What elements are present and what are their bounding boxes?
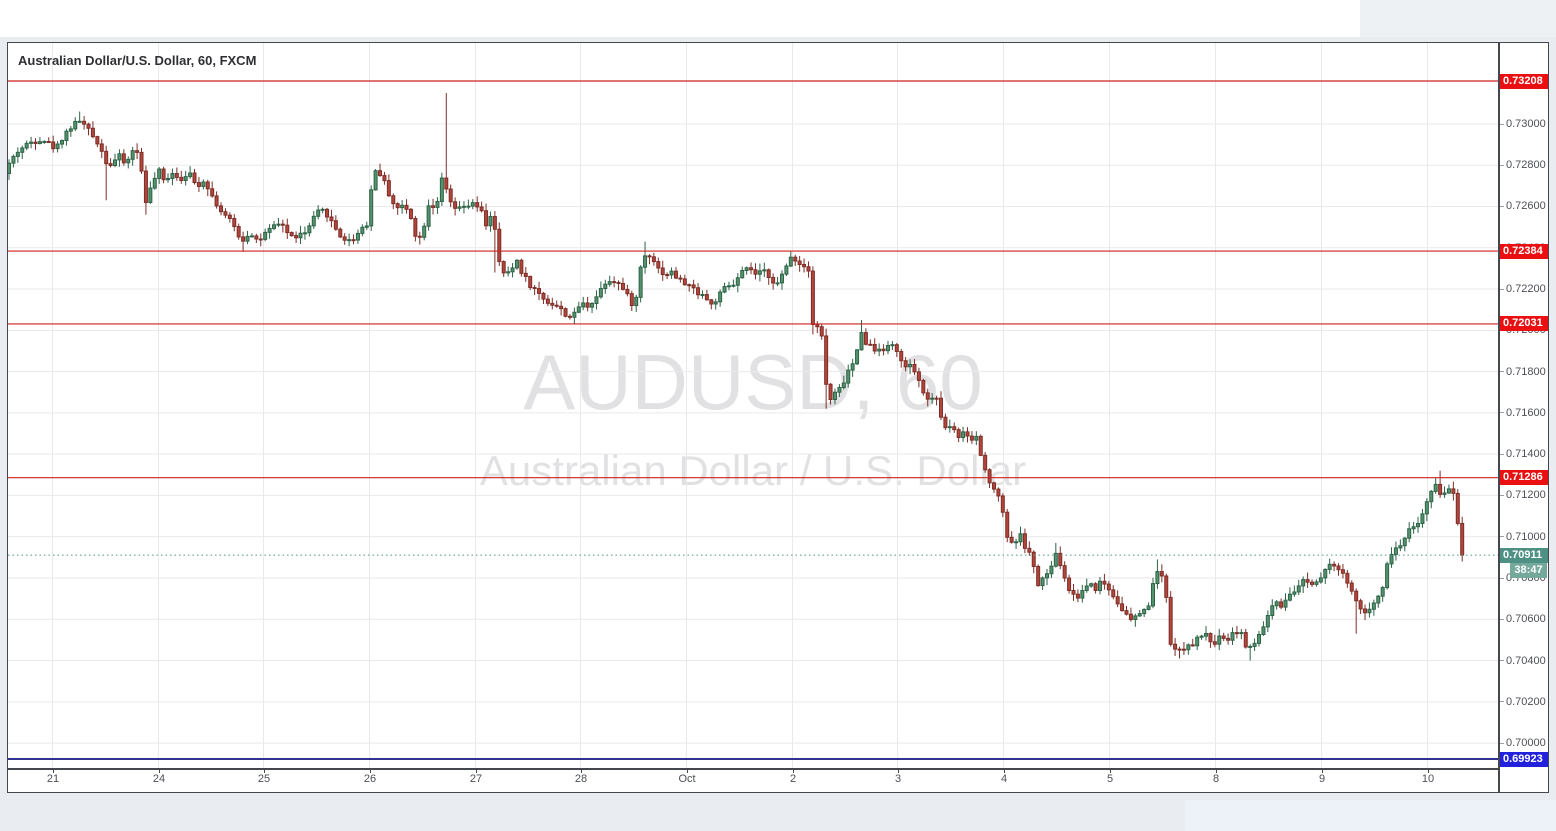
price-tick-label: 0.72600 (1500, 199, 1548, 213)
time-label: 25 (257, 773, 271, 785)
time-tick (53, 768, 54, 773)
time-label: 26 (363, 773, 377, 785)
price-tick-dash (1500, 123, 1504, 125)
price-tick-label: 0.70200 (1500, 695, 1548, 709)
time-axis[interactable]: 21 24 25 26 27 28 Oct 2 3 4 5 8 9 10 (8, 768, 1498, 790)
bottom-right-strip (1185, 800, 1556, 831)
price-tick-label: 0.71400 (1500, 447, 1548, 461)
chart-container[interactable]: AUDUSD, 60 Australian Dollar / U.S. Doll… (7, 42, 1549, 793)
price-tick-label: 0.72200 (1500, 282, 1548, 296)
price-tick-label: 0.70000 (1500, 736, 1548, 750)
watermark-symbol-name: Australian Dollar / U.S. Dollar (479, 447, 1027, 494)
price-tick-dash (1500, 577, 1504, 579)
watermark-symbol: AUDUSD, 60 (523, 338, 983, 426)
price-level-label[interactable]: 0.72031 (1500, 316, 1548, 332)
price-tick-label: 0.71000 (1500, 530, 1548, 544)
price-axis[interactable]: 0.730000.728000.726000.724000.722000.720… (1500, 43, 1548, 792)
time-label: 4 (1000, 773, 1008, 785)
time-tick (687, 768, 688, 773)
price-tick-label: 0.70400 (1500, 654, 1548, 668)
time-tick (581, 768, 582, 773)
time-tick (1322, 768, 1323, 773)
price-tick-dash (1500, 371, 1504, 373)
price-tick-dash (1500, 412, 1504, 414)
candles (8, 92, 1465, 661)
time-tick (159, 768, 160, 773)
time-tick (476, 768, 477, 773)
price-tick-dash (1500, 660, 1504, 662)
time-tick (1004, 768, 1005, 773)
price-tick-dash (1500, 206, 1504, 208)
price-tick-label: 0.70600 (1500, 612, 1548, 626)
time-tick (264, 768, 265, 773)
browser-top-strip (0, 0, 1556, 37)
chart-title: Australian Dollar/U.S. Dollar, 60, FXCM (18, 53, 257, 68)
candlestick-svg[interactable] (8, 43, 1498, 768)
time-label: 27 (469, 773, 483, 785)
time-tick (1428, 768, 1429, 773)
price-tick-dash (1500, 164, 1504, 166)
time-label: 21 (46, 773, 60, 785)
time-tick (793, 768, 794, 773)
time-label: 8 (1212, 773, 1220, 785)
price-tick-dash (1500, 618, 1504, 620)
price-level-label[interactable]: 0.73208 (1500, 73, 1548, 89)
time-label: 2 (789, 773, 797, 785)
time-label: 3 (894, 773, 902, 785)
gridlines (8, 43, 1498, 768)
price-tick-label: 0.71200 (1500, 488, 1548, 502)
price-tick-dash (1500, 701, 1504, 703)
browser-top-strip-right (1360, 0, 1556, 37)
price-tick-dash (1500, 495, 1504, 497)
bar-countdown: 38:47 (1510, 563, 1547, 579)
price-axis-divider (1498, 43, 1500, 792)
price-tick-dash (1500, 288, 1504, 290)
price-tick-label: 0.71600 (1500, 406, 1548, 420)
time-tick (1216, 768, 1217, 773)
price-level-label[interactable]: 0.72384 (1500, 243, 1548, 259)
time-tick (370, 768, 371, 773)
time-label: 24 (152, 773, 166, 785)
time-axis-divider (8, 768, 1498, 770)
price-level-label[interactable]: 0.69923 (1500, 751, 1548, 767)
time-label: Oct (678, 773, 696, 785)
time-label: 5 (1106, 773, 1114, 785)
time-label: 10 (1421, 773, 1435, 785)
price-tick-label: 0.71800 (1500, 365, 1548, 379)
price-tick-label: 0.72800 (1500, 158, 1548, 172)
time-label: 9 (1318, 773, 1326, 785)
candlestick-plot[interactable]: AUDUSD, 60 Australian Dollar / U.S. Doll… (8, 43, 1498, 768)
time-tick (898, 768, 899, 773)
price-tick-dash (1500, 453, 1504, 455)
price-level-label[interactable]: 0.71286 (1500, 470, 1548, 486)
time-label: 28 (574, 773, 588, 785)
current-price-label[interactable]: 0.70911 (1500, 547, 1548, 563)
price-tick-label: 0.73000 (1500, 117, 1548, 131)
time-tick (1110, 768, 1111, 773)
price-tick-dash (1500, 536, 1504, 538)
price-tick-dash (1500, 742, 1504, 744)
